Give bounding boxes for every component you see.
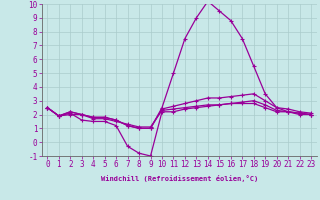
X-axis label: Windchill (Refroidissement éolien,°C): Windchill (Refroidissement éolien,°C)	[100, 175, 258, 182]
